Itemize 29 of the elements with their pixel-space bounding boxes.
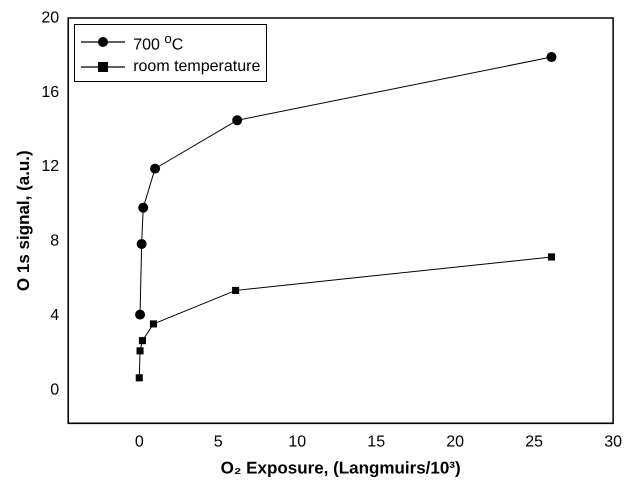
x-tick-label: 5 bbox=[214, 433, 223, 450]
point bbox=[232, 286, 240, 294]
point bbox=[232, 115, 242, 126]
x-tick-label: 15 bbox=[367, 433, 386, 450]
point bbox=[138, 202, 148, 213]
point bbox=[548, 253, 556, 260]
x-tick-label: 20 bbox=[446, 433, 464, 450]
point bbox=[150, 320, 158, 328]
point bbox=[546, 52, 557, 62]
x-tick-label: 25 bbox=[525, 433, 544, 450]
x-tick-label: 30 bbox=[604, 433, 622, 450]
y-tick-label: 20 bbox=[41, 9, 60, 26]
x-axis-title: O₂ Exposure, (Langmuirs/10³) bbox=[220, 458, 461, 478]
legend-label: room temperature bbox=[133, 57, 260, 78]
y-tick-label: 12 bbox=[41, 158, 60, 176]
y-axis-title: O 1s signal, (a.u.) bbox=[14, 150, 33, 292]
x-tick-label: 10 bbox=[288, 433, 306, 450]
x-tick-label: 0 bbox=[134, 433, 144, 450]
point bbox=[138, 337, 146, 344]
point bbox=[150, 164, 160, 174]
legend-label: 700 $^{o}$C bbox=[133, 30, 184, 56]
y-tick-label: 4 bbox=[50, 306, 60, 324]
point bbox=[136, 347, 144, 354]
point bbox=[136, 374, 143, 382]
point bbox=[136, 238, 147, 249]
y-tick-label: 0 bbox=[50, 381, 60, 398]
point bbox=[135, 310, 146, 320]
y-tick-label: 8 bbox=[50, 232, 60, 250]
y-tick-label: 16 bbox=[41, 84, 60, 101]
